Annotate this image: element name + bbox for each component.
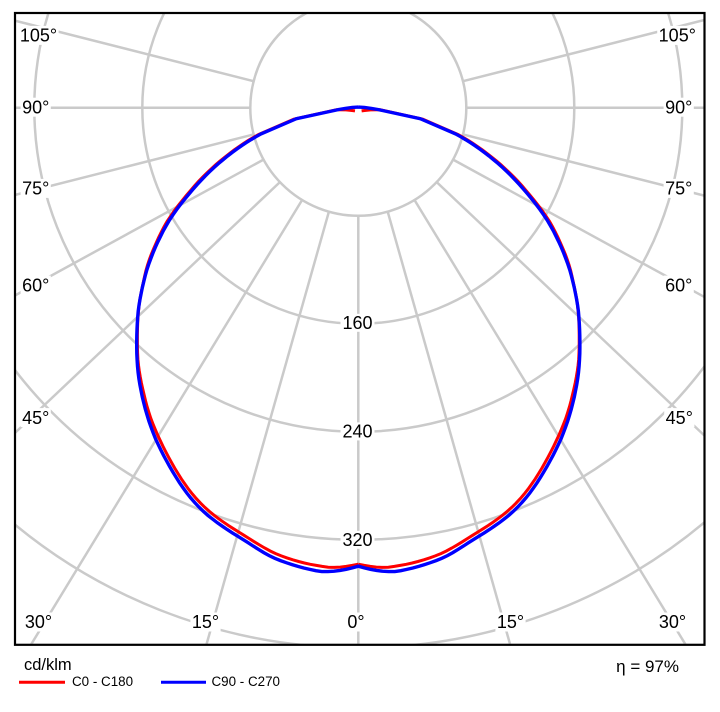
svg-text:105°: 105° xyxy=(659,26,696,46)
svg-text:C90 - C270: C90 - C270 xyxy=(212,674,280,689)
svg-text:0°: 0° xyxy=(347,612,364,632)
svg-text:15°: 15° xyxy=(192,612,219,632)
svg-text:105°: 105° xyxy=(20,26,57,46)
svg-text:320: 320 xyxy=(342,530,372,550)
svg-text:75°: 75° xyxy=(665,179,692,199)
svg-text:45°: 45° xyxy=(666,408,693,428)
svg-text:C0 - C180: C0 - C180 xyxy=(72,674,133,689)
svg-text:160: 160 xyxy=(342,313,372,333)
svg-text:15°: 15° xyxy=(497,612,524,632)
svg-text:cd/klm: cd/klm xyxy=(24,656,72,674)
svg-text:30°: 30° xyxy=(659,612,686,632)
svg-text:75°: 75° xyxy=(22,179,49,199)
svg-text:30°: 30° xyxy=(25,612,52,632)
svg-text:η = 97%: η = 97% xyxy=(616,657,679,676)
svg-text:60°: 60° xyxy=(665,275,692,295)
svg-text:90°: 90° xyxy=(22,97,49,117)
svg-text:45°: 45° xyxy=(22,408,49,428)
svg-text:60°: 60° xyxy=(22,275,49,295)
svg-text:240: 240 xyxy=(342,422,372,442)
svg-text:90°: 90° xyxy=(665,97,692,117)
